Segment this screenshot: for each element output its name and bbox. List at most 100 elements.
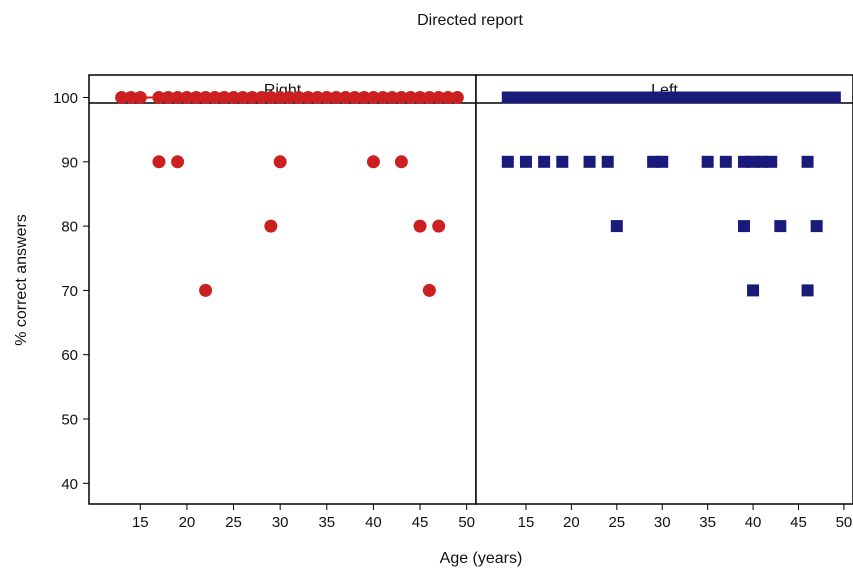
- data-point: [601, 91, 614, 104]
- x-tick-label: 25: [608, 514, 625, 531]
- data-point: [683, 91, 696, 104]
- data-point: [747, 155, 760, 168]
- y-tick-label: 50: [61, 412, 78, 429]
- x-tick-label: 35: [318, 514, 335, 531]
- data-point: [638, 91, 651, 104]
- x-tick-label: 40: [745, 514, 762, 531]
- data-point: [432, 219, 446, 233]
- data-point: [199, 91, 213, 104]
- data-point: [329, 91, 343, 104]
- x-tick-label: 45: [412, 514, 429, 531]
- data-point: [819, 91, 832, 104]
- data-point: [628, 91, 641, 104]
- data-point: [180, 91, 194, 104]
- data-point: [610, 220, 623, 233]
- data-point: [366, 91, 380, 104]
- data-point: [124, 91, 138, 104]
- data-point: [348, 91, 362, 104]
- x-tick-label: 50: [836, 514, 853, 531]
- data-point: [701, 91, 714, 104]
- data-point: [282, 91, 296, 104]
- data-point: [619, 91, 632, 104]
- data-point: [810, 220, 823, 233]
- data-point: [152, 91, 166, 104]
- data-point: [432, 91, 446, 104]
- data-point: [245, 91, 259, 104]
- data-point: [161, 91, 175, 104]
- data-point: [592, 91, 605, 104]
- data-point: [610, 91, 623, 104]
- data-point: [656, 155, 669, 168]
- data-point: [801, 91, 814, 104]
- data-point: [737, 91, 750, 104]
- x-tick-label: 35: [699, 514, 716, 531]
- data-point: [310, 91, 324, 104]
- data-point: [574, 91, 587, 104]
- data-point: [217, 91, 231, 104]
- data-point: [357, 91, 371, 104]
- y-axis-label: % correct answers: [13, 214, 30, 346]
- panel-frame: [475, 74, 853, 505]
- x-tick-label: 15: [518, 514, 535, 531]
- x-tick-label: 20: [179, 514, 196, 531]
- data-point: [422, 283, 436, 297]
- data-point: [583, 91, 596, 104]
- data-point: [647, 155, 660, 168]
- data-point: [747, 91, 760, 104]
- data-point: [501, 91, 514, 104]
- data-point: [133, 91, 147, 104]
- data-point: [719, 155, 732, 168]
- data-point: [115, 91, 129, 104]
- data-point: [301, 91, 315, 104]
- data-point: [828, 91, 841, 104]
- data-point: [519, 155, 532, 168]
- x-tick-label: 20: [563, 514, 580, 531]
- data-point: [413, 91, 427, 104]
- data-point: [171, 155, 185, 169]
- data-point: [547, 91, 560, 104]
- data-point: [538, 155, 551, 168]
- data-point: [810, 91, 823, 104]
- data-point: [556, 155, 569, 168]
- data-point: [774, 91, 787, 104]
- data-point: [519, 91, 532, 104]
- data-point: [792, 91, 805, 104]
- data-point: [710, 91, 723, 104]
- data-point: [529, 91, 542, 104]
- data-point: [774, 220, 787, 233]
- data-point: [656, 91, 669, 104]
- y-tick-label: 60: [61, 347, 78, 364]
- data-point: [565, 91, 578, 104]
- data-point: [692, 91, 705, 104]
- data-point: [394, 155, 408, 169]
- data-point: [199, 283, 213, 297]
- data-point: [756, 155, 769, 168]
- y-tick-label: 80: [61, 219, 78, 236]
- data-point: [208, 91, 222, 104]
- data-point: [510, 91, 523, 104]
- data-point: [413, 219, 427, 233]
- data-point: [236, 91, 250, 104]
- data-point: [273, 91, 287, 104]
- data-point: [783, 91, 796, 104]
- data-point: [385, 91, 399, 104]
- data-point: [450, 91, 464, 104]
- data-point: [376, 91, 390, 104]
- x-tick-label: 15: [132, 514, 149, 531]
- data-point: [227, 91, 241, 104]
- data-point: [556, 91, 569, 104]
- data-point: [756, 91, 769, 104]
- data-point: [601, 155, 614, 168]
- data-point: [189, 91, 203, 104]
- data-point: [801, 284, 814, 297]
- data-point: [338, 91, 352, 104]
- data-point: [501, 155, 514, 168]
- data-point: [801, 155, 814, 168]
- data-point: [538, 91, 551, 104]
- data-point: [394, 91, 408, 104]
- chart-title: Directed report: [417, 12, 523, 29]
